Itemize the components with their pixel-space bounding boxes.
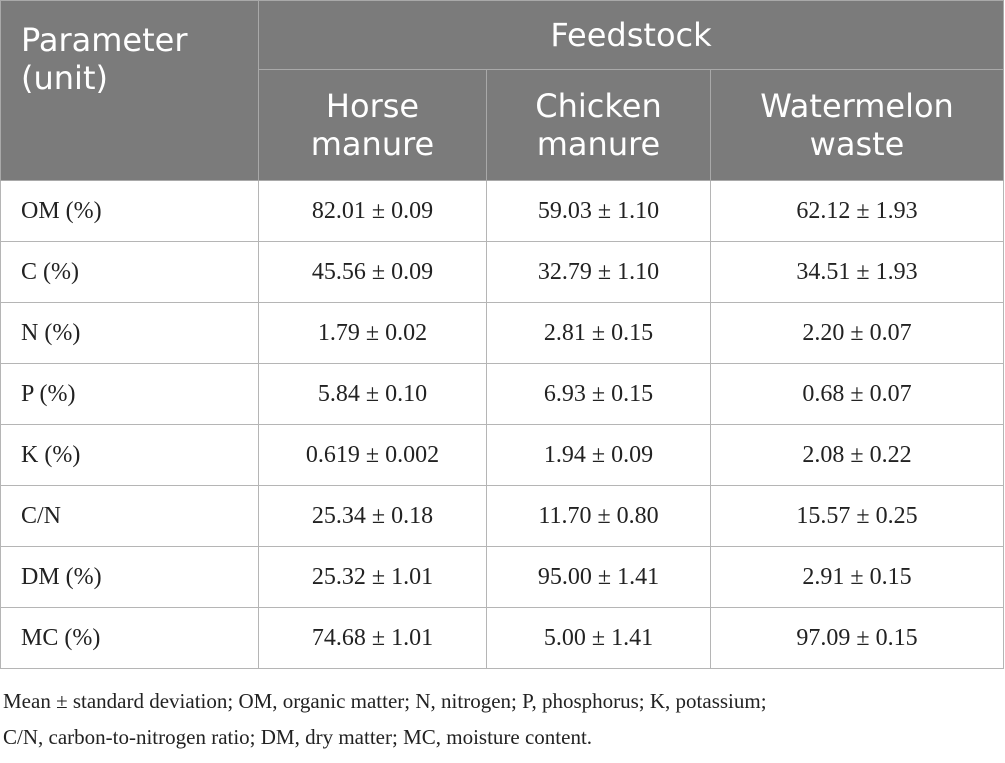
table-cell: 1.79 ± 0.02: [258, 302, 487, 364]
row-label: OM (%): [0, 180, 259, 242]
table-cell: 2.20 ± 0.07: [709, 302, 1005, 364]
row-label: DM (%): [0, 546, 259, 608]
parameter-header-line2: (unit): [21, 59, 108, 97]
table-cell: 15.57 ± 0.25: [709, 485, 1005, 547]
table-cell: 5.00 ± 1.41: [486, 607, 711, 669]
feedstock-group-header: Feedstock: [257, 0, 1005, 70]
footnote-line2: C/N, carbon-to-nitrogen ratio; DM, dry m…: [3, 725, 593, 749]
table-row: C (%) 45.56 ± 0.09 32.79 ± 1.10 34.51 ± …: [0, 241, 1005, 303]
header-row-top: Parameter (unit) Feedstock: [0, 0, 1005, 181]
table-cell: 5.84 ± 0.10: [258, 363, 487, 425]
column-header-line1: Watermelon: [760, 87, 954, 125]
table-footnote: Mean ± standard deviation; OM, organic m…: [3, 683, 1003, 755]
table-cell: 59.03 ± 1.10: [486, 180, 711, 242]
table-header: Parameter (unit) Feedstock Horse manure …: [0, 0, 1005, 181]
table-row: N (%) 1.79 ± 0.02 2.81 ± 0.15 2.20 ± 0.0…: [0, 302, 1005, 364]
table-cell: 32.79 ± 1.10: [486, 241, 711, 303]
table-cell: 62.12 ± 1.93: [709, 180, 1005, 242]
header-row-sub: Horse manure Chicken manure Watermelon w…: [1, 69, 1005, 181]
table-row: MC (%) 74.68 ± 1.01 5.00 ± 1.41 97.09 ± …: [0, 607, 1005, 669]
feedstock-table-container: Parameter (unit) Feedstock Horse manure …: [0, 0, 1005, 669]
table-cell: 2.81 ± 0.15: [486, 302, 711, 364]
column-header-chicken-manure: Chicken manure: [486, 69, 711, 181]
table-cell: 2.08 ± 0.22: [709, 424, 1005, 486]
row-label: MC (%): [0, 607, 259, 669]
table-cell: 74.68 ± 1.01: [258, 607, 487, 669]
column-header-line1: Horse: [325, 87, 420, 125]
table-cell: 34.51 ± 1.93: [709, 241, 1005, 303]
table-cell: 25.32 ± 1.01: [258, 546, 487, 608]
footnote-line1: Mean ± standard deviation; OM, organic m…: [3, 689, 767, 713]
table-row: K (%) 0.619 ± 0.002 1.94 ± 0.09 2.08 ± 0…: [0, 424, 1005, 486]
table-cell: 45.56 ± 0.09: [258, 241, 487, 303]
parameter-header-line1: Parameter: [21, 21, 188, 59]
column-header-watermelon-waste: Watermelon waste: [709, 69, 1005, 181]
column-header-line2: manure: [310, 125, 435, 163]
table-cell: 0.619 ± 0.002: [258, 424, 487, 486]
table-cell: 6.93 ± 0.15: [486, 363, 711, 425]
column-header-line1: Chicken: [535, 87, 662, 125]
column-header-line2: waste: [809, 125, 905, 163]
table-cell: 82.01 ± 0.09: [258, 180, 487, 242]
feedstock-properties-table: Parameter (unit) Feedstock Horse manure …: [0, 0, 1005, 669]
row-label: P (%): [0, 363, 259, 425]
table-cell: 0.68 ± 0.07: [709, 363, 1005, 425]
column-header-line2: manure: [536, 125, 661, 163]
table-row: C/N 25.34 ± 0.18 11.70 ± 0.80 15.57 ± 0.…: [0, 485, 1005, 547]
column-header-horse-manure: Horse manure: [258, 69, 487, 181]
table-row: P (%) 5.84 ± 0.10 6.93 ± 0.15 0.68 ± 0.0…: [0, 363, 1005, 425]
table-cell: 25.34 ± 0.18: [258, 485, 487, 547]
table-cell: 11.70 ± 0.80: [486, 485, 711, 547]
table-row: DM (%) 25.32 ± 1.01 95.00 ± 1.41 2.91 ± …: [0, 546, 1005, 608]
row-label: C/N: [0, 485, 259, 547]
row-label: N (%): [0, 302, 259, 364]
row-label: C (%): [0, 241, 259, 303]
table-cell: 2.91 ± 0.15: [709, 546, 1005, 608]
table-cell: 95.00 ± 1.41: [486, 546, 711, 608]
parameter-header: Parameter (unit): [0, 0, 259, 181]
row-label: K (%): [0, 424, 259, 486]
table-row: OM (%) 82.01 ± 0.09 59.03 ± 1.10 62.12 ±…: [0, 180, 1005, 242]
table-body: OM (%) 82.01 ± 0.09 59.03 ± 1.10 62.12 ±…: [0, 180, 1005, 669]
table-cell: 1.94 ± 0.09: [486, 424, 711, 486]
table-cell: 97.09 ± 0.15: [709, 607, 1005, 669]
